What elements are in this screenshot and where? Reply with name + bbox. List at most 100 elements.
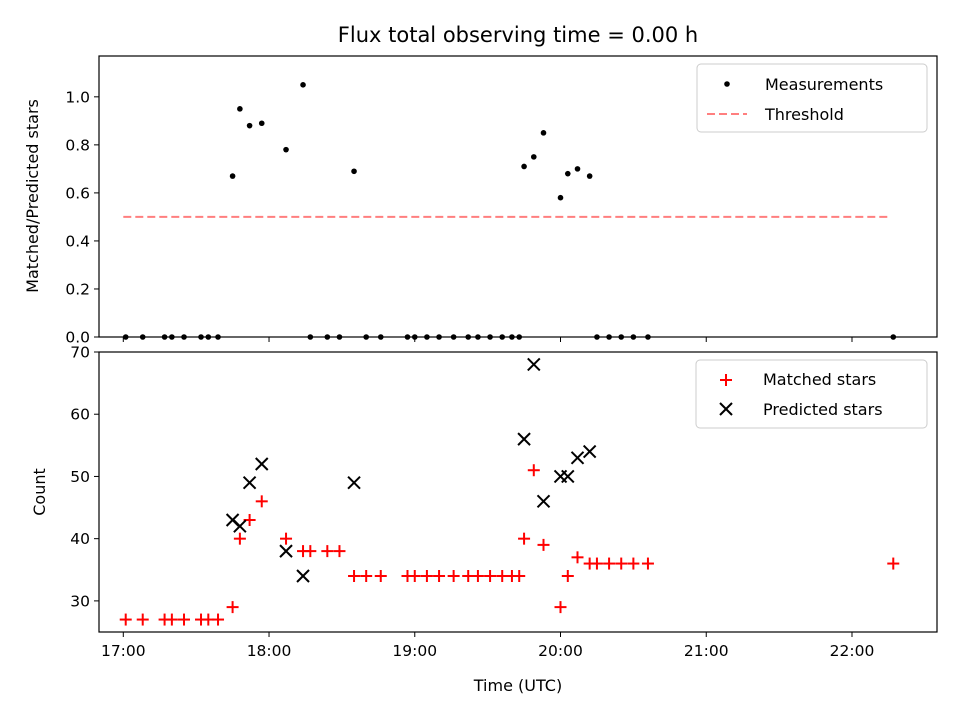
measurements-point bbox=[586, 173, 593, 179]
y-tick-label-bottom: 70 bbox=[70, 344, 90, 362]
matched-stars-point bbox=[433, 570, 446, 582]
predicted-stars-point-b bbox=[527, 357, 541, 372]
matched-stars-point bbox=[420, 570, 433, 582]
measurements-point bbox=[229, 173, 236, 179]
predicted-stars-point-b bbox=[536, 494, 551, 509]
matched-stars-point bbox=[226, 601, 239, 614]
matched-stars-point bbox=[233, 532, 246, 545]
matched-stars-point bbox=[333, 545, 346, 558]
matched-stars-point bbox=[119, 613, 132, 626]
y-axis-label-ratio: Matched/Predicted stars bbox=[23, 99, 42, 293]
legend-label-predicted: Predicted stars bbox=[763, 400, 883, 419]
legend-label-matched: Matched stars bbox=[763, 370, 876, 389]
measurements-point bbox=[283, 146, 289, 153]
measurements-point bbox=[258, 120, 265, 127]
x-tick-label-bottom: 22:00 bbox=[830, 642, 875, 660]
predicted-stars-point-b bbox=[347, 475, 361, 490]
plot-area-top: 0.0 0.2 0.4 0.6 0.8 1.0 bbox=[65, 82, 897, 347]
matched-stars-point bbox=[304, 545, 317, 558]
y-tick-label-bottom: 30 bbox=[70, 592, 90, 610]
measurements-point bbox=[574, 166, 581, 172]
predicted-stars-point bbox=[242, 475, 257, 490]
predicted-stars-point bbox=[517, 432, 531, 446]
matched-stars-point bbox=[537, 538, 550, 551]
legend-label-measurements: Measurements bbox=[765, 75, 883, 94]
predicted-stars-point-b bbox=[279, 544, 293, 558]
predicted-stars-point bbox=[255, 457, 269, 471]
predicted-stars-point-b bbox=[296, 569, 310, 583]
predicted-stars-point bbox=[536, 494, 551, 509]
matched-stars-point bbox=[887, 557, 900, 570]
x-tick-label-bottom: 19:00 bbox=[392, 642, 437, 660]
matched-stars-point bbox=[484, 570, 497, 582]
predicted-stars-point-b bbox=[255, 457, 269, 471]
predicted-stars-point-b bbox=[582, 444, 597, 459]
matched-stars-point bbox=[374, 570, 387, 582]
legend-marker-predicted bbox=[719, 402, 733, 416]
predicted-stars-point bbox=[527, 357, 541, 372]
x-tick-label-bottom: 18:00 bbox=[247, 642, 292, 660]
matched-stars-point bbox=[136, 613, 149, 626]
measurements-point bbox=[530, 154, 537, 160]
matched-stars-point bbox=[255, 495, 268, 508]
matched-stars-point bbox=[518, 532, 531, 545]
predicted-stars-point-b bbox=[570, 451, 585, 465]
chart-title: Flux total observing time = 0.00 h bbox=[338, 23, 698, 47]
x-tick-label-bottom: 20:00 bbox=[538, 642, 583, 660]
legend-label-threshold: Threshold bbox=[764, 105, 844, 124]
legend-marker-matched bbox=[720, 374, 732, 386]
matched-stars-point bbox=[603, 557, 616, 570]
y-tick-label-top: 0.0 bbox=[65, 329, 90, 347]
bottom-panel: Count Time (UTC) 30 40 50 60 70 17:00 18:00 19:… bbox=[30, 344, 938, 695]
measurements-point bbox=[564, 170, 571, 177]
y-tick-label-top: 0.6 bbox=[65, 184, 90, 202]
plot-area-bottom: 30 40 50 60 70 17:00 18:00 19:00 20:00 21:00 22:00 bbox=[70, 344, 900, 660]
x-tick-label-bottom: 17:00 bbox=[101, 642, 146, 660]
measurements-point bbox=[521, 163, 527, 170]
top-panel: Flux total observing time = 0.00 h Match… bbox=[23, 23, 938, 347]
matched-stars-point bbox=[165, 613, 178, 626]
matched-stars-point bbox=[178, 613, 191, 626]
legend-marker-measurements bbox=[724, 81, 730, 87]
measurements-point bbox=[300, 82, 306, 88]
y-tick-label-top: 0.8 bbox=[65, 136, 90, 154]
matched-stars-point bbox=[408, 570, 421, 582]
predicted-stars-point bbox=[296, 569, 310, 583]
measurements-point bbox=[246, 122, 253, 129]
predicted-stars-point bbox=[279, 544, 293, 558]
matched-stars-point bbox=[348, 570, 361, 582]
legend-box-bottom bbox=[695, 359, 928, 429]
legend-top: Measurements Threshold bbox=[696, 63, 928, 133]
y-tick-label-bottom: 50 bbox=[70, 468, 90, 486]
y-tick-label-bottom: 60 bbox=[70, 406, 90, 424]
axes-frame-top bbox=[98, 55, 938, 338]
matched-stars-point bbox=[615, 557, 628, 570]
matched-stars-point bbox=[513, 570, 526, 582]
x-tick-label-bottom: 21:00 bbox=[684, 642, 729, 660]
y-tick-label-bottom: 40 bbox=[70, 530, 90, 548]
matched-stars-point bbox=[212, 613, 225, 626]
y-tick-label-top: 1.0 bbox=[65, 88, 90, 106]
x-axis-label-time: Time (UTC) bbox=[473, 676, 562, 695]
predicted-stars-point bbox=[347, 475, 361, 490]
y-tick-label-top: 0.2 bbox=[65, 280, 90, 298]
matched-stars-point bbox=[554, 601, 567, 614]
matched-stars-point bbox=[561, 570, 574, 582]
matched-stars-point bbox=[447, 570, 460, 582]
measurements-point bbox=[351, 168, 357, 175]
matched-stars-point bbox=[471, 570, 484, 582]
predicted-stars-point-b bbox=[225, 513, 240, 527]
measurements-point bbox=[540, 130, 547, 136]
measurements-point bbox=[237, 106, 243, 112]
predicted-stars-point bbox=[582, 444, 597, 459]
predicted-stars-point-b bbox=[233, 519, 247, 533]
matched-stars-point bbox=[527, 464, 540, 477]
legend-bottom: Matched stars Predicted stars bbox=[695, 359, 928, 429]
legend-box-top bbox=[696, 63, 928, 133]
matched-stars-point bbox=[360, 570, 373, 582]
matched-stars-point bbox=[280, 532, 293, 545]
predicted-stars-point bbox=[233, 519, 247, 533]
measurements-point bbox=[557, 194, 564, 201]
matched-stars-point bbox=[641, 557, 654, 570]
